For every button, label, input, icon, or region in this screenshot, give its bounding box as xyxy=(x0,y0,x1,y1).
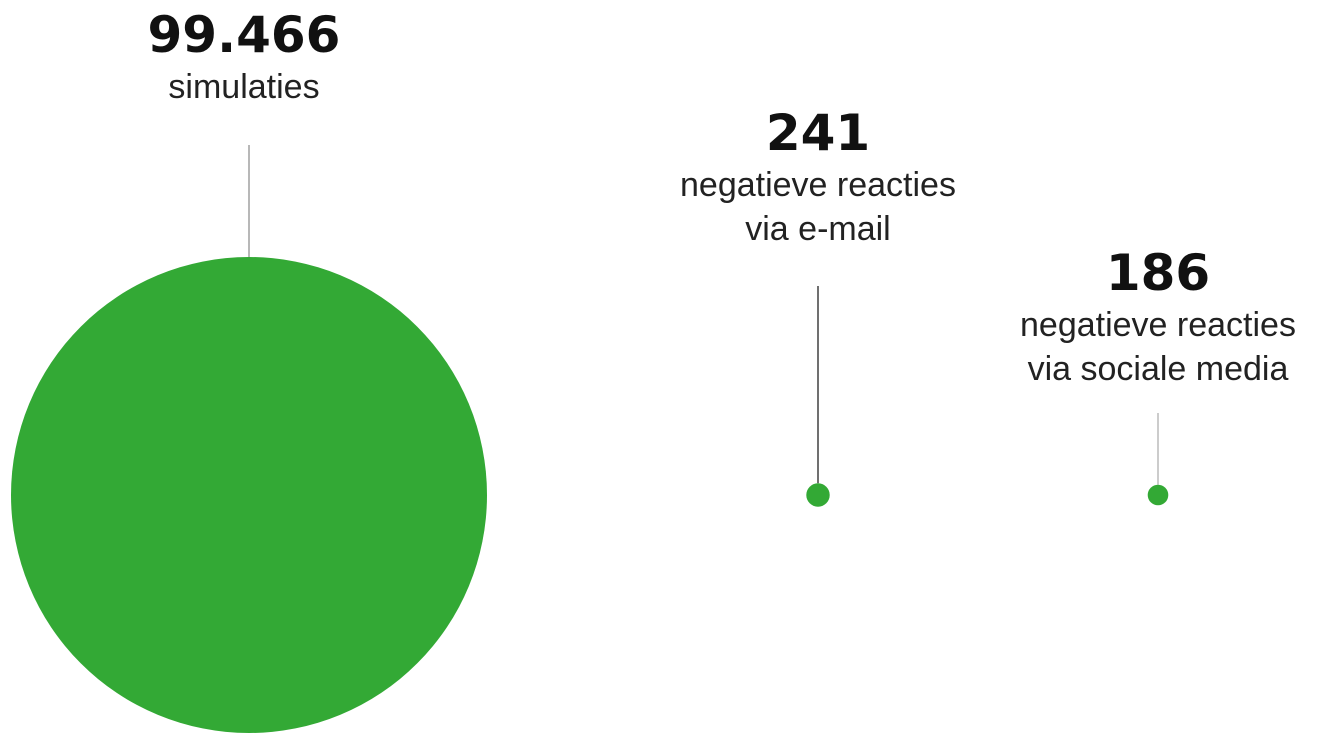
value-label: 99.466 xyxy=(148,6,341,64)
description-label: negatieve reacties xyxy=(1020,306,1296,344)
description-label: via sociale media xyxy=(1028,350,1289,388)
description-label: via e-mail xyxy=(745,210,890,248)
value-label: 186 xyxy=(1106,244,1210,302)
description-label: simulaties xyxy=(168,68,319,106)
bubble xyxy=(1147,484,1169,506)
bubble xyxy=(806,483,830,507)
description-label: negatieve reacties xyxy=(680,166,956,204)
value-label: 241 xyxy=(766,104,870,162)
bubble xyxy=(11,257,487,733)
